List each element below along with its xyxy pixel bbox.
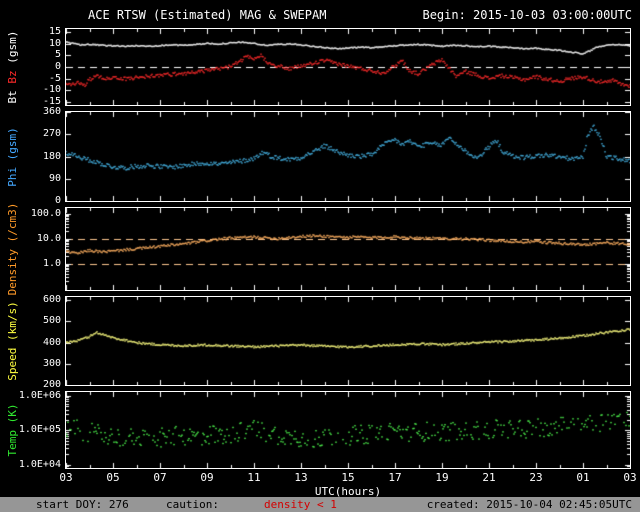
x-axis-labels: 03 05 07 09 11 13 15 17 19 21 23 01 03 — [59, 471, 636, 484]
density-warning: density < 1 — [264, 498, 337, 511]
x-tick-label: 21 — [482, 471, 496, 484]
panel-phi: Phi (gsm) — [6, 111, 631, 202]
x-tick-label: 01 — [576, 471, 590, 484]
x-tick-label: 09 — [200, 471, 214, 484]
y-tick-label: 0 — [54, 61, 61, 72]
x-tick-label: 03 — [623, 471, 637, 484]
phi-plot-canvas — [66, 112, 630, 201]
temp-plot-canvas — [66, 392, 630, 468]
caution-label: caution: — [166, 498, 219, 511]
y-tick-label: 270 — [42, 128, 61, 140]
x-tick-label: 15 — [341, 471, 355, 484]
x-tick-label: 03 — [59, 471, 73, 484]
y-tick-label: 1.0E+05 — [18, 424, 61, 436]
y-tick-label: 100.0 — [30, 207, 61, 219]
y-tick-label: 1.0E+04 — [18, 458, 61, 470]
y-tick-label: -10 — [42, 84, 61, 96]
y-tick-label: 1.0 — [42, 257, 61, 269]
y-tick-label: 10 — [48, 37, 61, 49]
y-tick-label: 500 — [42, 315, 61, 327]
y-tick-label: 360 — [42, 106, 61, 117]
panel-density: Density (/cm3) — [6, 203, 631, 295]
panel-speed: Speed (km/s) — [6, 296, 631, 386]
x-tick-label: 23 — [529, 471, 543, 484]
y-tick-label: 400 — [42, 336, 61, 348]
bt-bz-plot-canvas — [66, 29, 630, 105]
panel-temp: Temp (K) — [6, 391, 631, 469]
start-doy-label: start DOY: 276 — [36, 498, 129, 511]
footer-bar: start DOY: 276 caution: density < 1 crea… — [0, 497, 640, 512]
begin-timestamp: Begin: 2015-10-03 03:00:00UTC — [422, 8, 632, 22]
panel-bt-bz: Bt Bz (gsm) — [6, 28, 631, 106]
x-tick-label: 17 — [388, 471, 402, 484]
y-tick-label: -5 — [48, 72, 61, 84]
x-tick-label: 13 — [294, 471, 308, 484]
y-tick-label: -15 — [42, 95, 61, 107]
y-tick-label: 90 — [48, 172, 61, 184]
density-plot-canvas — [66, 208, 630, 290]
y-tick-label: 5 — [54, 49, 61, 61]
x-tick-label: 07 — [153, 471, 167, 484]
y-tick-label: 10.0 — [36, 232, 61, 244]
created-timestamp: created: 2015-10-04 02:45:05UTC — [426, 498, 632, 511]
x-tick-label: 19 — [435, 471, 449, 484]
x-axis-title: UTC(hours) — [314, 485, 382, 498]
y-tick-label: 180 — [42, 150, 61, 162]
y-tick-label: 300 — [42, 357, 61, 369]
y-tick-label: 200 — [42, 379, 61, 390]
x-tick-label: 11 — [247, 471, 261, 484]
y-tick-label: 1.0E+06 — [18, 389, 61, 401]
y-tick-label: 600 — [42, 294, 61, 306]
x-tick-label: 05 — [106, 471, 120, 484]
speed-plot-canvas — [66, 297, 630, 385]
y-tick-label: 15 — [48, 26, 61, 38]
plot-title: ACE RTSW (Estimated) MAG & SWEPAM — [88, 8, 327, 22]
y-tick-label: 0 — [54, 195, 61, 206]
